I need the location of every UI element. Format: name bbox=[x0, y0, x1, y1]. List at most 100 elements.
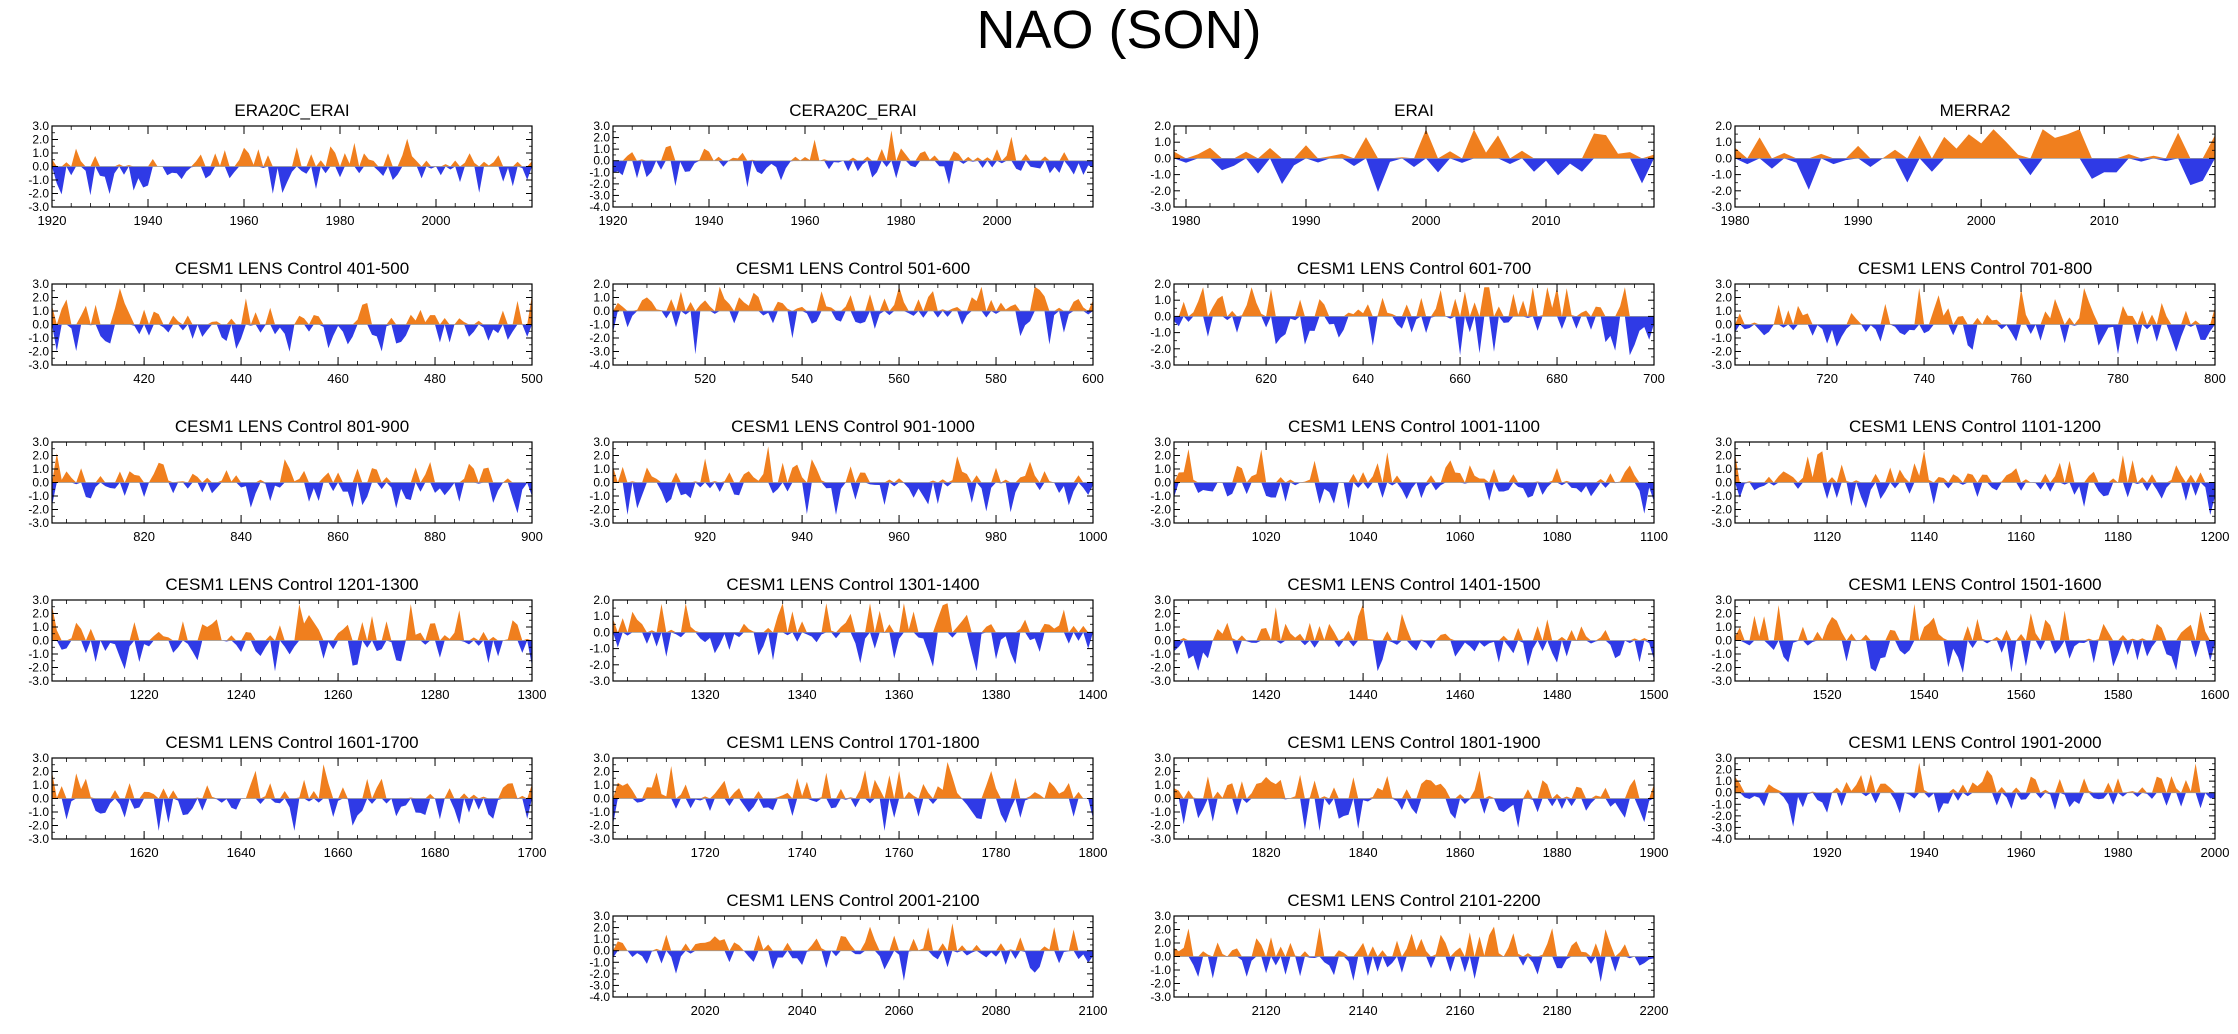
y-tick-label: 1.0 bbox=[1154, 620, 1171, 634]
y-tick-label: 3.0 bbox=[593, 435, 610, 449]
y-tick-label: -3.0 bbox=[1150, 200, 1171, 214]
positive-area bbox=[1735, 450, 2215, 483]
y-tick-label: 1.0 bbox=[1715, 620, 1732, 634]
y-tick-label: -2.0 bbox=[589, 819, 610, 833]
nao-panel: CESM1 LENS Control 1601-1700 3.02.01.00.0… bbox=[28, 733, 546, 860]
y-tick-label: 1.0 bbox=[593, 778, 610, 792]
panel-title: CESM1 LENS Control 1501-1600 bbox=[1848, 575, 2101, 594]
y-tick-label: 2.0 bbox=[32, 449, 49, 463]
y-tick-label: 0.0 bbox=[593, 625, 610, 639]
y-tick-label: 2.0 bbox=[1715, 763, 1732, 777]
x-tick-label: 740 bbox=[1913, 371, 1935, 386]
x-tick-label: 1280 bbox=[421, 687, 450, 702]
panel-title: CESM1 LENS Control 1101-1200 bbox=[1849, 417, 2101, 436]
x-tick-label: 1940 bbox=[1910, 845, 1939, 860]
x-tick-label: 2120 bbox=[1252, 1003, 1281, 1018]
x-tick-label: 2200 bbox=[1640, 1003, 1669, 1018]
y-tick-label: -1.0 bbox=[589, 642, 610, 656]
negative-area bbox=[1174, 798, 1654, 831]
x-tick-label: 920 bbox=[694, 529, 716, 544]
y-tick-label: -1.0 bbox=[589, 318, 610, 332]
positive-area bbox=[52, 604, 532, 641]
y-tick-label: -1.0 bbox=[28, 805, 49, 819]
y-tick-label: -3.0 bbox=[1150, 516, 1171, 530]
x-tick-label: 1180 bbox=[2104, 529, 2132, 544]
nao-panel: CESM1 LENS Control 1801-1900 3.02.01.00.0… bbox=[1150, 733, 1668, 860]
y-tick-label: -3.0 bbox=[589, 674, 610, 688]
x-tick-label: 1620 bbox=[130, 845, 159, 860]
y-tick-label: 0.0 bbox=[1715, 634, 1732, 648]
nao-panel: CESM1 LENS Control 401-500 3.02.01.00.0-1… bbox=[28, 259, 543, 386]
y-tick-label: 1.0 bbox=[1715, 304, 1732, 318]
x-tick-label: 1980 bbox=[326, 213, 355, 228]
negative-area bbox=[1174, 482, 1654, 514]
panel-title: CESM1 LENS Control 501-600 bbox=[736, 259, 970, 278]
x-tick-label: 2080 bbox=[982, 1003, 1011, 1018]
nao-panel: CESM1 LENS Control 1901-2000 3.02.01.00.0… bbox=[1711, 733, 2229, 860]
x-tick-label: 900 bbox=[521, 529, 543, 544]
nao-panel: CESM1 LENS Control 1101-1200 3.02.01.00.0… bbox=[1711, 417, 2229, 544]
positive-area bbox=[1174, 287, 1654, 317]
y-tick-label: 3.0 bbox=[1154, 751, 1171, 765]
x-tick-label: 2000 bbox=[1412, 213, 1441, 228]
y-tick-label: 1.0 bbox=[1715, 774, 1732, 788]
nao-panel: CERA20C_ERAI 3.02.01.00.0-1.0-2.0-3.0-4.0… bbox=[589, 101, 1094, 228]
y-tick-label: -1.0 bbox=[1150, 963, 1171, 977]
y-tick-label: -1.0 bbox=[1711, 489, 1732, 503]
x-tick-label: 1420 bbox=[1252, 687, 1281, 702]
positive-area bbox=[52, 138, 532, 167]
x-tick-label: 1560 bbox=[2007, 687, 2036, 702]
x-tick-label: 1980 bbox=[1721, 213, 1750, 228]
x-tick-label: 1080 bbox=[1543, 529, 1572, 544]
y-tick-label: 0.0 bbox=[32, 318, 49, 332]
negative-area bbox=[1735, 640, 2215, 673]
y-tick-label: 3.0 bbox=[593, 751, 610, 765]
x-tick-label: 1920 bbox=[38, 213, 67, 228]
nao-panel: CESM1 LENS Control 701-800 3.02.01.00.0-1… bbox=[1711, 259, 2226, 386]
nao-panel: CESM1 LENS Control 1701-1800 3.02.01.00.0… bbox=[589, 733, 1107, 860]
negative-area bbox=[1735, 482, 2215, 515]
y-tick-label: -3.0 bbox=[1711, 358, 1732, 372]
x-tick-label: 1920 bbox=[599, 213, 628, 228]
x-tick-label: 1000 bbox=[1079, 529, 1108, 544]
y-tick-label: 2.0 bbox=[1154, 119, 1171, 133]
y-tick-label: 0.0 bbox=[1715, 786, 1732, 800]
y-tick-label: 1.0 bbox=[593, 932, 610, 946]
negative-area bbox=[613, 798, 1093, 831]
y-tick-label: -3.0 bbox=[589, 978, 610, 992]
x-tick-label: 1960 bbox=[230, 213, 259, 228]
y-tick-label: -4.0 bbox=[1711, 832, 1732, 846]
y-tick-label: 1.0 bbox=[1154, 936, 1171, 950]
x-tick-label: 600 bbox=[1082, 371, 1104, 386]
nao-panel: CESM1 LENS Control 2001-2100 3.02.01.00.0… bbox=[589, 891, 1107, 1018]
y-tick-label: 2.0 bbox=[593, 131, 610, 145]
y-tick-label: 0.0 bbox=[593, 792, 610, 806]
negative-area bbox=[613, 632, 1093, 672]
y-tick-label: -2.0 bbox=[1150, 184, 1171, 198]
y-tick-label: 2.0 bbox=[593, 921, 610, 935]
y-tick-label: -1.0 bbox=[1150, 489, 1171, 503]
nao-panel: CESM1 LENS Control 601-700 2.0 1.0 0.0 -1.0 -… bbox=[1150, 259, 1665, 386]
x-tick-label: 860 bbox=[327, 529, 349, 544]
y-tick-label: -1.0 bbox=[589, 165, 610, 179]
negative-area bbox=[613, 950, 1093, 981]
y-tick-label: 3.0 bbox=[32, 277, 49, 291]
x-tick-label: 940 bbox=[791, 529, 813, 544]
y-tick-label: 3.0 bbox=[593, 909, 610, 923]
x-tick-label: 1940 bbox=[695, 213, 724, 228]
x-tick-label: 1240 bbox=[227, 687, 256, 702]
x-tick-label: 1760 bbox=[885, 845, 914, 860]
x-tick-label: 1040 bbox=[1349, 529, 1378, 544]
y-tick-label: 3.0 bbox=[1715, 593, 1732, 607]
y-tick-label: 2.0 bbox=[32, 133, 49, 147]
positive-area bbox=[613, 446, 1093, 483]
negative-area bbox=[1735, 158, 2215, 190]
y-tick-label: 2.0 bbox=[1715, 291, 1732, 305]
y-tick-label: -3.0 bbox=[589, 188, 610, 202]
x-tick-label: 2060 bbox=[885, 1003, 914, 1018]
y-tick-label: 1.0 bbox=[593, 462, 610, 476]
x-tick-label: 840 bbox=[230, 529, 252, 544]
y-tick-label: -2.0 bbox=[589, 331, 610, 345]
x-tick-label: 960 bbox=[888, 529, 910, 544]
